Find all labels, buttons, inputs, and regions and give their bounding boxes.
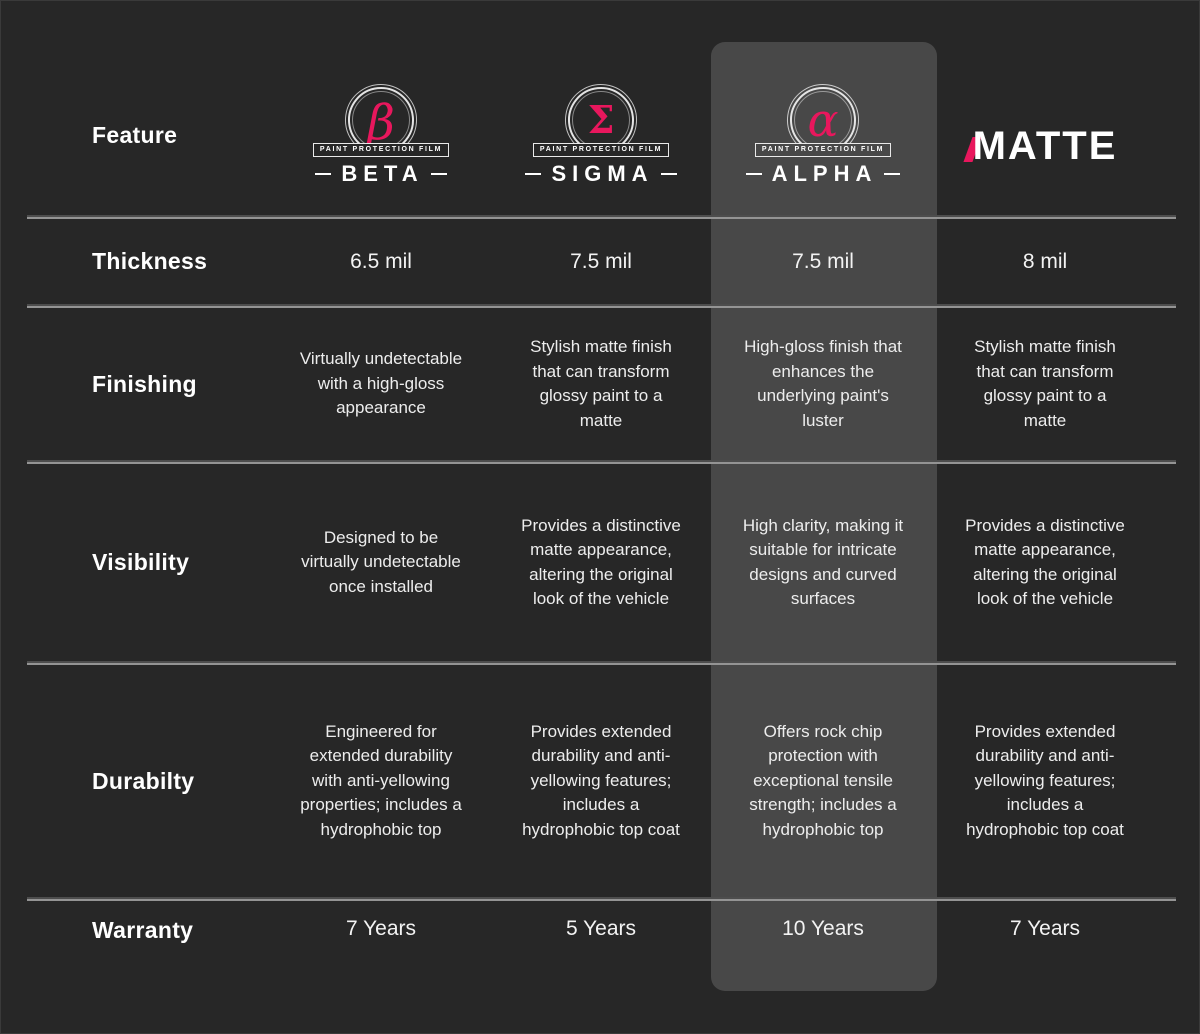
comparison-table: Feature β PAINT PROTECTION FILM BETA xyxy=(27,1,1176,1033)
brand-name: MATTE xyxy=(972,123,1118,168)
table-row-thickness: Thickness 6.5 mil 7.5 mil 7.5 mil 8 mil xyxy=(27,219,1176,304)
sigma-circle-emblem: Σ xyxy=(560,78,642,161)
finishing-matte: Stylish matte finish that can transform … xyxy=(974,337,1116,430)
visibility-beta: Designed to be virtually undetectable on… xyxy=(301,527,461,596)
thickness-beta: 6.5 mil xyxy=(350,249,412,273)
row-label: Durabilty xyxy=(92,767,195,794)
beta-logo: β PAINT PROTECTION FILM BETA xyxy=(312,78,450,187)
ppf-caption: PAINT PROTECTION FILM xyxy=(532,142,670,157)
ppf-caption: PAINT PROTECTION FILM xyxy=(312,142,450,157)
thickness-matte: 8 mil xyxy=(1022,249,1068,273)
row-label: Visibility xyxy=(92,549,190,575)
right-rule-icon xyxy=(430,172,447,175)
sigma-logo: Σ PAINT PROTECTION FILM SIGMA xyxy=(525,78,677,187)
beta-circle-emblem: β xyxy=(340,78,422,161)
brand-name: ALPHA xyxy=(771,160,878,186)
beta-symbol-icon: β xyxy=(367,94,395,151)
finishing-beta: Virtually undetectable with a high-gloss… xyxy=(299,349,463,418)
alpha-logo: α PAINT PROTECTION FILM ALPHA xyxy=(745,78,901,187)
header-row: Feature β PAINT PROTECTION FILM BETA xyxy=(27,1,1176,215)
right-rule-icon xyxy=(884,172,901,175)
brand-name-line: SIGMA xyxy=(525,160,677,187)
durability-sigma: Provides extended durability and anti-ye… xyxy=(522,721,680,839)
feature-column-header: Feature xyxy=(92,121,178,148)
table-row-visibility: Visibility Designed to be virtually unde… xyxy=(27,464,1176,661)
brand-name: SIGMA xyxy=(551,160,654,186)
left-rule-icon xyxy=(745,172,762,175)
alpha-column-header: α PAINT PROTECTION FILM ALPHA xyxy=(711,78,935,187)
row-label: Finishing xyxy=(92,370,197,397)
brand-name-line: ALPHA xyxy=(745,160,901,187)
row-divider xyxy=(27,661,1176,665)
table-row-warranty: Warranty 7 Years 5 Years 10 Years 7 Year… xyxy=(27,901,1176,1033)
brand-name: BETA xyxy=(341,160,424,186)
matte-logo: MATTE xyxy=(963,123,1118,169)
beta-column-header: β PAINT PROTECTION FILM BETA xyxy=(271,78,491,187)
row-divider xyxy=(27,460,1176,464)
visibility-matte: Provides a distinctive matte appearance,… xyxy=(965,515,1125,609)
alpha-column-highlight xyxy=(711,42,937,991)
ppf-caption: PAINT PROTECTION FILM xyxy=(754,142,892,157)
visibility-alpha: High clarity, making it suitable for int… xyxy=(742,515,904,609)
row-divider xyxy=(27,215,1176,219)
row-divider xyxy=(27,897,1176,901)
warranty-matte: 7 Years xyxy=(1009,917,1081,940)
left-rule-icon xyxy=(315,172,332,175)
finishing-alpha: High-gloss finish that enhances the unde… xyxy=(744,337,902,430)
warranty-sigma: 5 Years xyxy=(565,917,637,940)
thickness-sigma: 7.5 mil xyxy=(570,249,632,273)
left-rule-icon xyxy=(525,172,542,175)
table-row-durability: Durabilty Engineered for extended durabi… xyxy=(27,665,1176,897)
alpha-symbol-icon: α xyxy=(807,92,839,147)
visibility-sigma: Provides a distinctive matte appearance,… xyxy=(521,515,681,609)
durability-beta: Engineered for extended durability with … xyxy=(300,721,462,839)
thickness-alpha: 7.5 mil xyxy=(792,249,854,273)
matte-column-header: MATTE xyxy=(935,102,1176,169)
brand-name-line: BETA xyxy=(315,160,447,187)
sigma-symbol-icon: Σ xyxy=(587,97,615,142)
row-label: Thickness xyxy=(92,248,208,274)
row-label: Warranty xyxy=(92,917,194,943)
table-row-finishing: Finishing Virtually undetectable with a … xyxy=(27,308,1176,460)
right-rule-icon xyxy=(660,172,677,175)
durability-alpha: Offers rock chip protection with excepti… xyxy=(749,721,897,839)
durability-matte: Provides extended durability and anti-ye… xyxy=(966,721,1124,839)
sigma-column-header: Σ PAINT PROTECTION FILM SIGMA xyxy=(491,78,711,187)
finishing-sigma: Stylish matte finish that can transform … xyxy=(530,337,672,430)
warranty-alpha: 10 Years xyxy=(782,917,864,940)
warranty-beta: 7 Years xyxy=(345,917,417,940)
row-divider xyxy=(27,304,1176,308)
